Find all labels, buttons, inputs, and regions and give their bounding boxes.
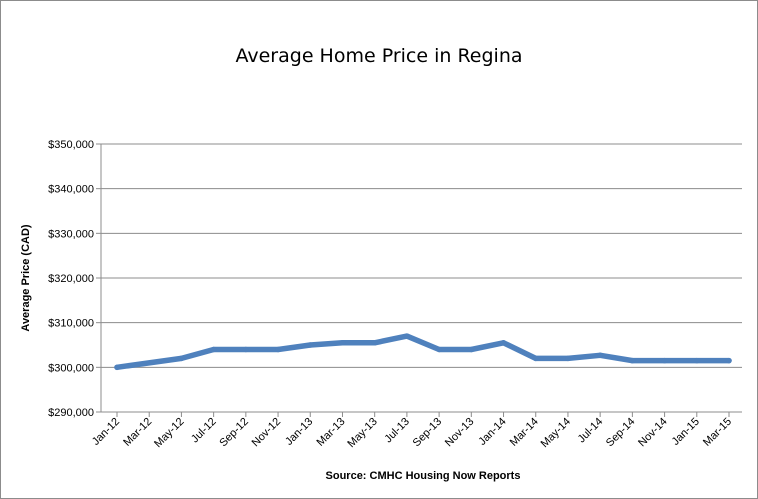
x-tick-label: Jan-14 (476, 416, 508, 448)
y-tick-label: $310,000 (48, 318, 94, 330)
x-tick-label: Nov-14 (636, 416, 670, 450)
x-tick-label: Sep-12 (217, 416, 251, 450)
y-tick-label: $350,000 (48, 139, 94, 151)
data-point (339, 340, 346, 346)
data-point (468, 346, 475, 353)
data-point (436, 346, 442, 353)
data-point (307, 342, 314, 348)
series-layer (114, 333, 732, 371)
y-tick-label: $300,000 (48, 362, 94, 374)
y-axis-label: Average Price (CAD) (20, 224, 32, 332)
data-point (114, 364, 120, 371)
data-point (371, 340, 378, 346)
x-tick-label: Mar-14 (508, 416, 541, 449)
x-tick-label: Jul-13 (382, 416, 412, 446)
x-tick-label: Nov-12 (250, 416, 284, 450)
y-tick-label: $330,000 (48, 228, 94, 240)
data-point (565, 355, 571, 362)
y-tick-label: $290,000 (48, 407, 94, 419)
chart-title: Average Home Price in Regina (235, 45, 522, 67)
data-point (532, 355, 539, 362)
data-point (726, 357, 732, 364)
data-point (243, 346, 249, 353)
x-tick-label: Mar-12 (121, 416, 154, 449)
x-tick-label: Mar-13 (314, 416, 347, 449)
y-tick-label: $340,000 (48, 184, 94, 196)
x-tick-label: Mar-15 (701, 416, 734, 449)
data-point (694, 357, 700, 364)
x-tick-label: May-12 (152, 416, 186, 450)
x-tick-label: May-14 (539, 416, 573, 450)
x-tick-label: Jul-14 (576, 416, 606, 446)
axes (96, 143, 742, 417)
gridlines (101, 143, 742, 368)
x-axis-label: Source: CMHC Housing Now Reports (326, 470, 521, 482)
x-tick-label: Jan-15 (670, 416, 702, 448)
x-tick-label: Sep-14 (604, 416, 638, 450)
data-point (210, 346, 217, 353)
y-tick-label: $320,000 (48, 273, 94, 285)
x-tick-label: May-13 (345, 416, 379, 450)
x-tick-label: Sep-13 (411, 416, 445, 450)
data-point (178, 355, 185, 362)
data-point (500, 340, 507, 346)
data-point (404, 333, 410, 339)
x-tick-label: Jan-13 (283, 416, 315, 448)
y-axis-tick-labels: $290,000 $300,000 $310,000 $320,000 $330,000… (48, 139, 94, 419)
x-tick-label: Jul-12 (189, 416, 219, 446)
x-tick-label: Jan-12 (90, 416, 122, 448)
data-point (275, 346, 281, 353)
data-point (597, 352, 603, 359)
x-tick-label: Nov-13 (443, 416, 477, 450)
data-point (629, 357, 636, 364)
series-line (114, 333, 732, 371)
data-point (661, 357, 668, 364)
